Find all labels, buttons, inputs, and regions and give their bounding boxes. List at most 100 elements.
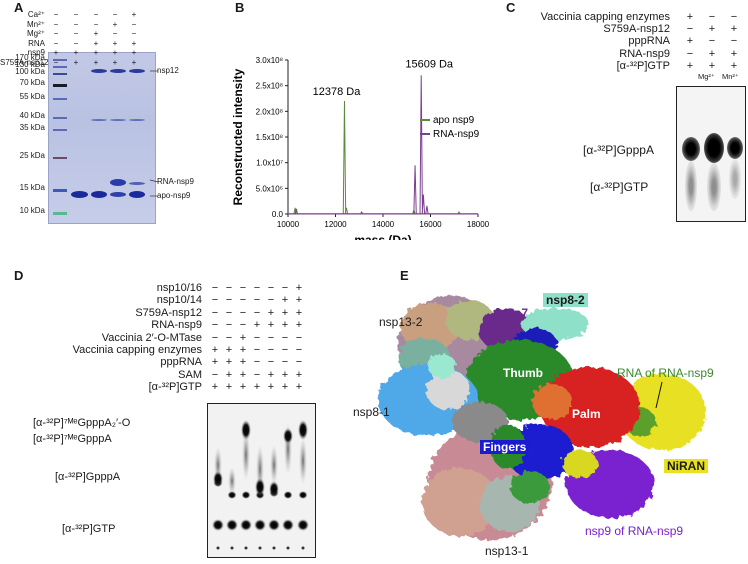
band-dot-lane xyxy=(244,546,248,550)
condition-sign-c: + xyxy=(686,11,694,23)
mw-marker-label: 35 kDa xyxy=(19,123,45,132)
condition-sign-d: − xyxy=(253,368,261,381)
condition-sign-a: + xyxy=(112,48,118,58)
condition-label-d: Vaccinia 2′-O-MTase xyxy=(101,331,202,344)
x-tick-label: 16000 xyxy=(419,220,442,229)
condition-label-d: Vaccinia capping enzymes xyxy=(72,344,202,356)
condition-sign-a: + xyxy=(93,48,99,58)
condition-sign-d: + xyxy=(295,381,303,394)
condition-sign-d: + xyxy=(239,331,247,344)
condition-sign-d: + xyxy=(267,306,275,319)
band-dot-lane xyxy=(272,546,276,550)
band-gpppa-lane xyxy=(298,491,308,499)
panel-d-gel-bands xyxy=(212,420,309,550)
condition-sign-a: − xyxy=(53,19,59,29)
band-gtp-lane xyxy=(212,519,224,531)
panel-d-band-gpppa: [α-³²P]GpppA xyxy=(55,471,121,483)
band-gtp-lane xyxy=(226,519,238,531)
band-7me-lane xyxy=(241,420,251,440)
condition-label-c: [α-³²P]GTP xyxy=(616,59,670,72)
condition-sign-d: − xyxy=(211,368,219,381)
label-nsp9-of-rna-nsp9: nsp9 of RNA-nsp9 xyxy=(585,524,684,538)
condition-sign-c: + xyxy=(708,59,716,72)
legend-label: RNA-nsp9 xyxy=(433,129,480,140)
condition-label-a: Mn²⁺ xyxy=(27,19,45,29)
condition-sign-c: + xyxy=(708,23,716,36)
band-dot-lane xyxy=(216,546,220,550)
x-tick-label: 14000 xyxy=(372,220,395,229)
condition-sign-a: + xyxy=(131,10,137,19)
panel-e-label: E xyxy=(400,268,409,283)
condition-sign-d: + xyxy=(281,319,289,332)
condition-sign-d: + xyxy=(225,356,233,369)
band-smear-lane xyxy=(228,467,236,495)
band-gtp-lane xyxy=(254,519,266,531)
condition-label-d: RNA-nsp9 xyxy=(151,319,202,332)
condition-sign-d: − xyxy=(295,331,303,344)
condition-sign-a: − xyxy=(73,38,79,48)
band-smear-lane xyxy=(242,429,250,481)
condition-sign-d: + xyxy=(295,368,303,381)
panel-d-band-gtp: [α-³²P]GTP xyxy=(62,523,116,535)
condition-sign-a: − xyxy=(53,58,59,67)
mw-marker-label: 55 kDa xyxy=(19,92,45,101)
condition-sign-d: + xyxy=(295,282,303,294)
label-nsp13-1: nsp13-1 xyxy=(485,544,529,558)
condition-label-d: nsp10/16 xyxy=(156,282,202,294)
condition-sign-c: − xyxy=(686,23,694,36)
condition-sign-c: − xyxy=(686,47,694,60)
condition-sign-d: − xyxy=(281,331,289,344)
condition-sign-d: + xyxy=(295,294,303,307)
condition-sign-a: + xyxy=(73,58,79,67)
band-gtp-lane xyxy=(240,519,252,531)
condition-sign-d: + xyxy=(281,368,289,381)
band-gpppa-lane xyxy=(241,491,251,499)
band-label-apo-nsp9: apo-nsp9 xyxy=(157,191,191,200)
band-label-rna-nsp9: RNA-nsp9 xyxy=(157,177,194,186)
band-mid-lane xyxy=(213,471,223,487)
condition-sign-c: + xyxy=(730,59,738,72)
condition-label-a: S759A-nsp12 xyxy=(0,58,49,67)
condition-sign-d: + xyxy=(211,356,219,369)
condition-sign-d: − xyxy=(225,282,233,294)
condition-label-d: S759A-nsp12 xyxy=(135,306,202,319)
band-gtp-lane xyxy=(297,519,309,531)
condition-label-d: nsp10/14 xyxy=(156,294,202,307)
rna-leader-line xyxy=(655,381,663,409)
condition-sign-a: + xyxy=(93,29,99,39)
condition-sign-d: − xyxy=(253,344,261,356)
cryo-em-structure xyxy=(378,296,706,540)
condition-sign-d: − xyxy=(281,282,289,294)
peak-annotation: 15609 Da xyxy=(405,58,454,70)
y-tick-label: 0.0 xyxy=(272,210,284,219)
condition-sign-d: + xyxy=(253,319,261,332)
panel-a-label: A xyxy=(14,0,24,15)
band-gtp-lane xyxy=(268,519,280,531)
band-smear-lane xyxy=(299,437,307,485)
band-dot-lane xyxy=(286,546,290,550)
condition-sign-a: − xyxy=(73,19,79,29)
band-smear-lane xyxy=(270,445,278,485)
band-7me-lane xyxy=(298,420,308,440)
condition-sign-d: − xyxy=(225,294,233,307)
x-tick-label: 12000 xyxy=(324,220,347,229)
condition-sign-d: − xyxy=(225,319,233,332)
series-line-1 xyxy=(288,75,478,215)
mw-marker-label: 130 kDa xyxy=(15,60,45,69)
condition-sign-d: − xyxy=(239,319,247,332)
condition-sign-a: + xyxy=(112,38,118,48)
condition-label-c: RNA-nsp9 xyxy=(619,47,670,60)
condition-sign-d: − xyxy=(239,294,247,307)
label-nsp8-2: nsp8-2 xyxy=(543,293,588,307)
condition-sign-d: − xyxy=(267,331,275,344)
condition-sign-a: − xyxy=(53,38,59,48)
label-palm: Palm xyxy=(569,407,604,421)
label-nsp8-1: nsp8-1 xyxy=(353,405,390,419)
condition-sign-a: − xyxy=(131,19,137,29)
condition-sign-a: + xyxy=(112,19,118,29)
condition-sign-d: − xyxy=(253,294,261,307)
condition-sign-d: + xyxy=(281,306,289,319)
label-niran: NiRAN xyxy=(664,459,708,473)
mw-marker-label: 25 kDa xyxy=(19,151,45,160)
label-thumb: Thumb xyxy=(500,366,546,380)
